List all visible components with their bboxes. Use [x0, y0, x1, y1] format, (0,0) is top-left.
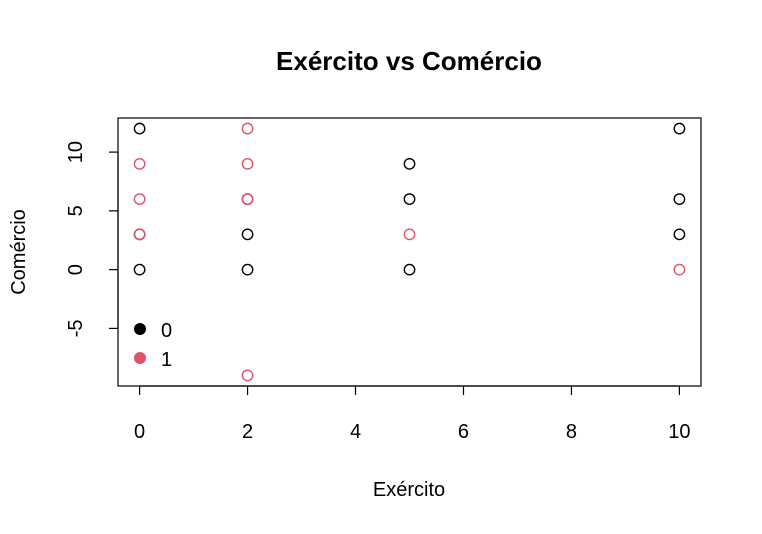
data-point-group-0	[403, 157, 416, 170]
y-tick-label: -5	[65, 320, 87, 338]
y-tick-label: 5	[65, 205, 87, 216]
data-point-group-1	[403, 228, 416, 241]
data-point-group-1	[673, 263, 686, 276]
x-tick-label: 2	[242, 421, 253, 443]
data-point-group-1	[133, 157, 146, 170]
data-point-group-1	[241, 157, 254, 170]
y-tick-label: 10	[65, 141, 87, 163]
x-tick-label: 10	[668, 421, 690, 443]
legend-marker	[134, 352, 146, 364]
data-point-group-0	[403, 263, 416, 276]
x-tick-label: 8	[566, 421, 577, 443]
data-point-group-0	[241, 228, 254, 241]
chart-title: Exército vs Comércio	[276, 46, 542, 76]
legend-marker	[134, 323, 146, 335]
data-point-group-0	[133, 263, 146, 276]
x-axis: 0 2 4 6 8 10	[134, 385, 691, 443]
data-point-group-0	[133, 122, 146, 135]
y-tick-label: 0	[65, 264, 87, 275]
x-tick-label: 4	[350, 421, 361, 443]
data-point-group-1	[241, 193, 254, 206]
data-point-group-1	[241, 122, 254, 135]
data-point-group-0	[241, 263, 254, 276]
y-axis: -5 0 5 10	[65, 141, 119, 338]
data-point-group-1	[241, 369, 254, 382]
legend: 01	[134, 320, 172, 371]
data-point-group-0	[673, 122, 686, 135]
data-point-group-1	[133, 228, 146, 241]
x-tick-label: 6	[458, 421, 469, 443]
y-axis-label: Comércio	[8, 209, 30, 295]
data-point-group-0	[673, 193, 686, 206]
data-points	[133, 122, 686, 382]
legend-label: 1	[161, 349, 172, 371]
data-point-group-0	[403, 193, 416, 206]
x-axis-label: Exército	[373, 479, 445, 501]
data-point-group-1	[133, 193, 146, 206]
x-tick-label: 0	[134, 421, 145, 443]
data-point-group-0	[673, 228, 686, 241]
legend-label: 0	[161, 320, 172, 342]
